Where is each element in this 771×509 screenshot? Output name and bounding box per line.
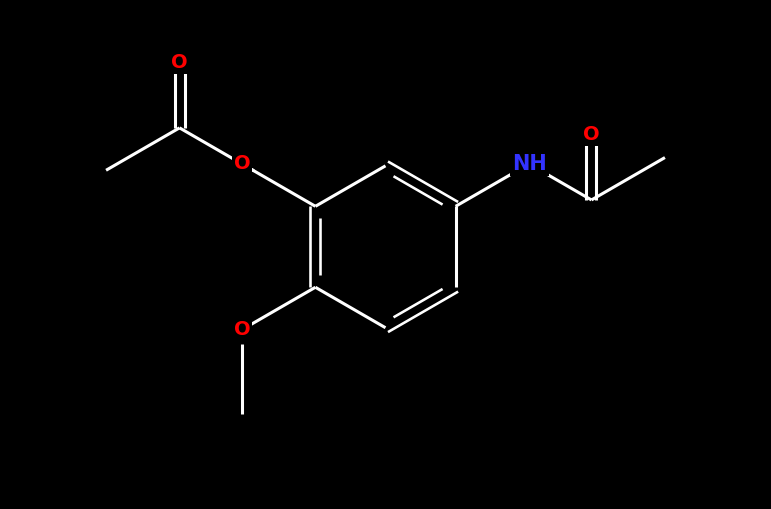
Text: O: O [171, 53, 188, 72]
Text: O: O [234, 154, 251, 174]
Text: NH: NH [512, 154, 547, 174]
Text: O: O [234, 320, 251, 339]
Text: O: O [583, 125, 600, 144]
